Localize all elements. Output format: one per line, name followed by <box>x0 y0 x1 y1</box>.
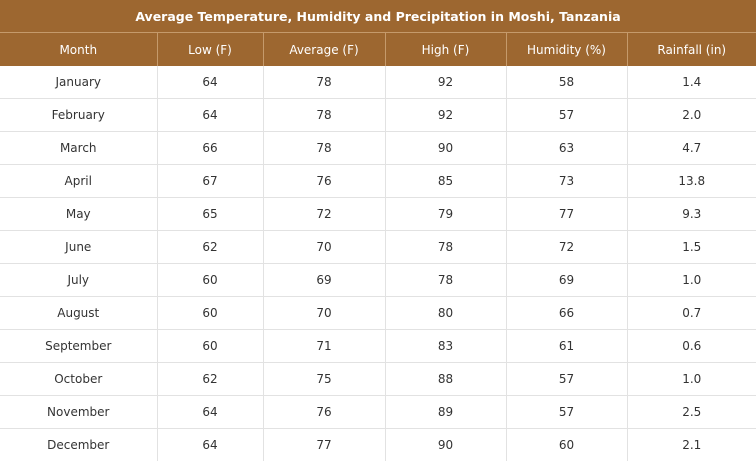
high-cell: 92 <box>385 66 507 99</box>
table-body: January 64 78 92 58 1.4 February 64 78 92 57 2.0 Mar… <box>0 66 756 461</box>
month-cell: June <box>0 230 158 264</box>
rainfall-cell: 4.7 <box>627 131 756 165</box>
table-row: May 65 72 79 77 9.3 <box>0 197 756 231</box>
rainfall-cell: 0.7 <box>627 296 756 330</box>
header-row: Month Low (F) Average (F) High (F) Humid… <box>0 33 756 66</box>
table-row: March 66 78 90 63 4.7 <box>0 131 756 165</box>
low-cell: 67 <box>157 164 264 198</box>
high-cell: 85 <box>385 164 507 198</box>
month-cell: August <box>0 296 158 330</box>
humidity-cell: 60 <box>506 428 628 461</box>
rainfall-cell: 1.0 <box>627 362 756 396</box>
month-cell: October <box>0 362 158 396</box>
humidity-cell: 58 <box>506 66 628 99</box>
rainfall-cell: 1.4 <box>627 66 756 99</box>
humidity-cell: 72 <box>506 230 628 264</box>
low-cell: 60 <box>157 263 264 297</box>
average-cell: 70 <box>263 296 386 330</box>
average-cell: 78 <box>263 98 386 132</box>
humidity-cell: 57 <box>506 362 628 396</box>
rainfall-cell: 1.0 <box>627 263 756 297</box>
table-row: February 64 78 92 57 2.0 <box>0 98 756 132</box>
average-cell: 76 <box>263 164 386 198</box>
low-cell: 65 <box>157 197 264 231</box>
humidity-cell: 69 <box>506 263 628 297</box>
low-cell: 60 <box>157 329 264 363</box>
low-cell: 62 <box>157 230 264 264</box>
low-cell: 62 <box>157 362 264 396</box>
table-row: April 67 76 85 73 13.8 <box>0 164 756 198</box>
average-cell: 78 <box>263 66 386 99</box>
humidity-cell: 63 <box>506 131 628 165</box>
month-cell: March <box>0 131 158 165</box>
high-cell: 78 <box>385 230 507 264</box>
climate-table: Month Low (F) Average (F) High (F) Humid… <box>0 33 756 461</box>
high-cell: 92 <box>385 98 507 132</box>
rainfall-cell: 13.8 <box>627 164 756 198</box>
low-cell: 64 <box>157 395 264 429</box>
average-cell: 77 <box>263 428 386 461</box>
average-cell: 75 <box>263 362 386 396</box>
average-cell: 71 <box>263 329 386 363</box>
rainfall-cell: 2.5 <box>627 395 756 429</box>
table-row: December 64 77 90 60 2.1 <box>0 428 756 461</box>
average-cell: 78 <box>263 131 386 165</box>
table-row: January 64 78 92 58 1.4 <box>0 66 756 99</box>
table-row: August 60 70 80 66 0.7 <box>0 296 756 330</box>
rainfall-cell: 1.5 <box>627 230 756 264</box>
average-cell: 76 <box>263 395 386 429</box>
month-cell: May <box>0 197 158 231</box>
average-cell: 69 <box>263 263 386 297</box>
rainfall-cell: 0.6 <box>627 329 756 363</box>
high-cell: 83 <box>385 329 507 363</box>
average-cell: 70 <box>263 230 386 264</box>
high-cell: 88 <box>385 362 507 396</box>
low-cell: 64 <box>157 428 264 461</box>
month-cell: December <box>0 428 158 461</box>
table-row: June 62 70 78 72 1.5 <box>0 230 756 264</box>
header-high: High (F) <box>385 33 507 66</box>
humidity-cell: 66 <box>506 296 628 330</box>
table-row: November 64 76 89 57 2.5 <box>0 395 756 429</box>
humidity-cell: 61 <box>506 329 628 363</box>
table-title: Average Temperature, Humidity and Precip… <box>0 0 756 33</box>
table-row: July 60 69 78 69 1.0 <box>0 263 756 297</box>
header-humidity: Humidity (%) <box>506 33 628 66</box>
rainfall-cell: 2.0 <box>627 98 756 132</box>
header-low: Low (F) <box>157 33 264 66</box>
high-cell: 89 <box>385 395 507 429</box>
high-cell: 90 <box>385 131 507 165</box>
humidity-cell: 57 <box>506 98 628 132</box>
low-cell: 66 <box>157 131 264 165</box>
month-cell: January <box>0 66 158 99</box>
month-cell: February <box>0 98 158 132</box>
high-cell: 79 <box>385 197 507 231</box>
month-cell: April <box>0 164 158 198</box>
high-cell: 90 <box>385 428 507 461</box>
humidity-cell: 73 <box>506 164 628 198</box>
table-row: September 60 71 83 61 0.6 <box>0 329 756 363</box>
header-average: Average (F) <box>263 33 386 66</box>
header-month: Month <box>0 33 158 66</box>
high-cell: 80 <box>385 296 507 330</box>
month-cell: September <box>0 329 158 363</box>
rainfall-cell: 9.3 <box>627 197 756 231</box>
average-cell: 72 <box>263 197 386 231</box>
humidity-cell: 77 <box>506 197 628 231</box>
table-row: October 62 75 88 57 1.0 <box>0 362 756 396</box>
low-cell: 64 <box>157 98 264 132</box>
rainfall-cell: 2.1 <box>682 438 702 452</box>
low-cell: 64 <box>157 66 264 99</box>
high-cell: 78 <box>385 263 507 297</box>
low-cell: 60 <box>157 296 264 330</box>
month-cell: July <box>0 263 158 297</box>
humidity-cell: 57 <box>506 395 628 429</box>
month-cell: November <box>0 395 158 429</box>
header-rainfall: Rainfall (in) <box>627 33 756 66</box>
